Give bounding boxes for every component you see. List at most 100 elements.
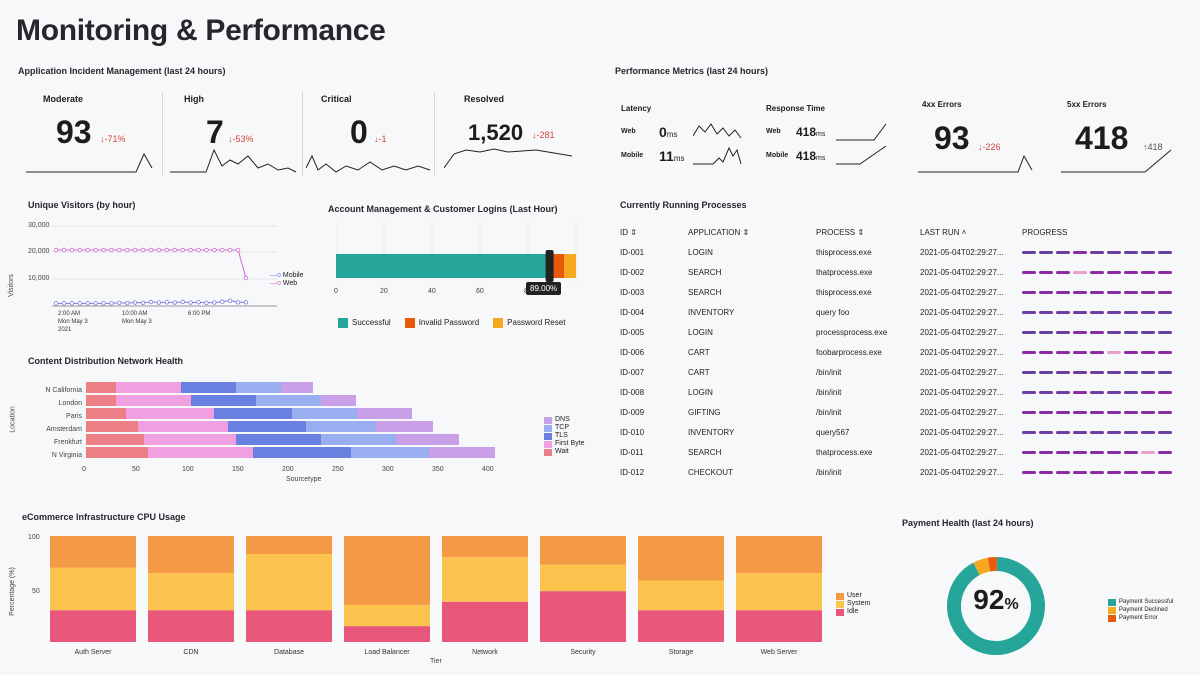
progress-segment: [1107, 370, 1121, 374]
cell-progress: [1022, 342, 1182, 362]
divider: [302, 92, 303, 176]
legend-tls[interactable]: TLS: [544, 432, 585, 440]
cell-id: ID-007: [620, 367, 645, 377]
latency-web-value: 0ms: [659, 124, 678, 140]
bar-handle: [545, 250, 554, 282]
cell-progress: [1022, 262, 1182, 282]
bar-dns: [357, 408, 412, 419]
legend-swatch: [1108, 614, 1116, 622]
sort-icon: ⇕: [630, 227, 637, 237]
legend-payment-successful[interactable]: Payment Successful: [1108, 598, 1173, 606]
data-point: [101, 247, 106, 253]
errors4xx-panel[interactable]: 4xx Errors 93 ↓-226: [910, 96, 1040, 176]
progress-segment: [1107, 290, 1121, 294]
bar-idle: [442, 601, 528, 642]
progress-segment: [1073, 310, 1087, 314]
cell-process: query567: [816, 427, 850, 437]
bar-first-byte: [138, 421, 228, 432]
legend-invalid-password[interactable]: Invalid Password: [404, 318, 479, 328]
table-row[interactable]: ID-004 INVENTORY query foo 2021-05-04T02:29…: [620, 302, 1182, 322]
progress-segment: [1090, 270, 1104, 274]
sparkline: [1061, 149, 1172, 173]
errors5xx-panel[interactable]: 5xx Errors 418 ↑418: [1055, 96, 1185, 176]
col-application[interactable]: APPLICATION ⇕: [688, 227, 750, 237]
latency-mobile-value: 11ms: [659, 148, 685, 164]
bar-system: [50, 567, 136, 611]
payment-legend: Payment Successful Payment Declined Paym…: [1108, 598, 1173, 622]
x-tick: 6:00 PM: [188, 311, 211, 317]
progress-segment: [1158, 310, 1172, 314]
progress-segment: [1073, 370, 1087, 374]
bar-tls: [351, 447, 429, 458]
table-row[interactable]: ID-010 INVENTORY query567 2021-05-04T02:29:…: [620, 422, 1182, 442]
arrow-down-icon: ↓: [374, 134, 379, 144]
progress-segment: [1090, 390, 1104, 394]
data-point: [101, 301, 106, 306]
col-last-run[interactable]: LAST RUN ˄: [920, 227, 967, 237]
table-row[interactable]: ID-007 CART/bin/init 2021-05-04T02:29:27..…: [620, 362, 1182, 382]
table-row[interactable]: ID-001 LOGIN thisprocess.exe 2021-05-04T02:…: [620, 242, 1182, 262]
table-row[interactable]: ID-012 CHECKOUT/bin/init 2021-05-04T02:29:…: [620, 462, 1182, 482]
table-row[interactable]: ID-011 SEARCH thatprocess.exe 2021-05-04T02…: [620, 442, 1182, 462]
progress-segment: [1022, 390, 1036, 394]
progress-segment: [1124, 430, 1138, 434]
table-row[interactable]: ID-003 SEARCH thisprocess.exe 2021-05-04T02…: [620, 282, 1182, 302]
progress-segment: [1022, 410, 1036, 414]
col-process[interactable]: PROCESS ⇕: [816, 227, 865, 237]
progress-segment: [1073, 410, 1087, 414]
bar-user: [50, 536, 136, 568]
legend-swatch: [493, 318, 504, 328]
incident-card-resolved[interactable]: Resolved 1,520 ↓-281: [438, 86, 583, 178]
data-point: [235, 300, 241, 305]
legend-payment-declined[interactable]: Payment Declined: [1108, 606, 1173, 614]
legend-system[interactable]: System: [836, 600, 870, 608]
table-row[interactable]: ID-006 CART foobarprocess.exe 2021-05-04T02…: [620, 342, 1182, 362]
legend-dns[interactable]: DNS: [544, 416, 585, 424]
incident-card-high[interactable]: High 7 ↓-53%: [166, 86, 301, 178]
progress-segment: [1158, 290, 1172, 294]
cdn-chart: Location N California London Paris Amsterda…: [10, 372, 614, 492]
data-point: [243, 300, 249, 305]
legend-wait[interactable]: Wait: [544, 448, 585, 456]
kpi-label: Resolved: [464, 94, 505, 104]
sparkline: [170, 148, 297, 173]
progress-segment: [1039, 370, 1053, 374]
cell-progress: [1022, 282, 1182, 302]
sort-asc-icon: ˄: [961, 227, 967, 237]
data-point: [212, 300, 217, 305]
table-row[interactable]: ID-008 LOGIN/bin/init 2021-05-04T02:29:27.…: [620, 382, 1182, 402]
data-point: [93, 301, 98, 306]
kpi-value: 7: [206, 114, 224, 150]
data-point: [77, 301, 82, 306]
table-row[interactable]: ID-005 LOGIN processprocess.exe 2021-05-04T…: [620, 322, 1182, 342]
table-row[interactable]: ID-002 SEARCH thatprocess.exe 2021-05-04T02…: [620, 262, 1182, 282]
cell-process: /bin/init: [816, 387, 842, 397]
x-tick: 0: [334, 288, 338, 295]
legend-successful[interactable]: Successful: [338, 318, 391, 328]
category-label: Amsterdam: [46, 426, 82, 433]
legend-mobile[interactable]: —o Mobile: [270, 272, 304, 279]
col-id[interactable]: ID ⇕: [620, 227, 637, 237]
progress-segment: [1022, 450, 1036, 454]
legend-password-reset[interactable]: Password Reset: [493, 318, 565, 328]
cpu-chart: Percentage (%) 100 50 Auth Server CDN Data…: [9, 530, 890, 670]
legend-user[interactable]: User: [836, 592, 870, 600]
legend-web[interactable]: —o Web: [270, 280, 298, 287]
cell-id: ID-003: [620, 287, 645, 297]
legend-first-byte[interactable]: First Byte: [544, 440, 585, 448]
legend-tcp[interactable]: TCP: [544, 424, 585, 432]
progress-bar: [1022, 350, 1182, 354]
bar-idle: [246, 610, 332, 642]
cell-id: ID-010: [620, 427, 645, 437]
kpi-delta: ↓-53%: [228, 134, 254, 144]
legend-idle[interactable]: Idle: [836, 608, 870, 616]
progress-segment: [1073, 290, 1087, 294]
incident-card-critical[interactable]: Critical 0 ↓-1: [306, 86, 434, 178]
progress-segment: [1056, 250, 1070, 254]
bar-wait: [86, 421, 138, 432]
bar-first-byte: [148, 447, 253, 458]
table-row[interactable]: ID-009 GIFTING/bin/init 2021-05-04T02:29:2…: [620, 402, 1182, 422]
cdn-legend: DNS TCP TLS First Byte Wait: [544, 416, 585, 456]
legend-payment-error[interactable]: Payment Error: [1108, 614, 1173, 622]
incident-card-moderate[interactable]: Moderate 93 ↓-71%: [18, 86, 158, 178]
